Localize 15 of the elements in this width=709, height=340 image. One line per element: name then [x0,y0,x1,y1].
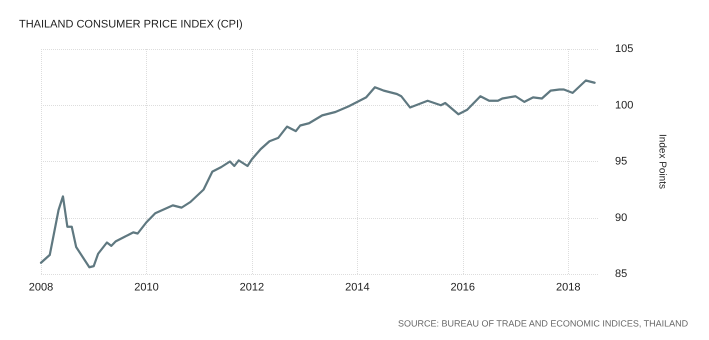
y-tick-label: 105 [615,43,634,55]
y-tick-label: 95 [615,156,628,168]
source-note: SOURCE: BUREAU OF TRADE AND ECONOMIC INDICES, THAILAND [398,318,689,328]
x-tick-label: 2018 [556,282,580,294]
y-axis-title: Index Points [656,134,668,190]
y-tick-label: 85 [615,268,628,280]
line-series [40,79,596,268]
x-tick-label: 2016 [450,282,476,294]
x-tick-label: 2010 [134,282,159,294]
x-tick-label: 2012 [240,282,264,294]
y-tick-label: 90 [615,212,628,224]
x-tick-label: 2008 [28,282,54,294]
y-tick-label: 100 [615,99,634,112]
chart-title: THAILAND CONSUMER PRICE INDEX (CPI) [19,18,243,30]
x-tick-label: 2014 [345,282,370,294]
